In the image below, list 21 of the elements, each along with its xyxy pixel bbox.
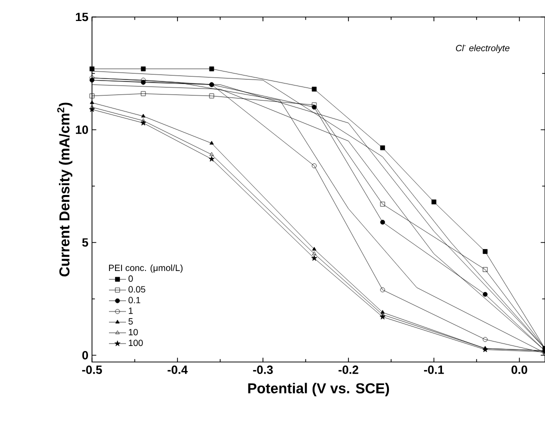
legend-label: 5 bbox=[128, 318, 133, 325]
legend-label: 0.1 bbox=[128, 296, 140, 304]
y-tick-label: 15 bbox=[76, 12, 88, 22]
x-tick-label: -0.1 bbox=[424, 366, 444, 374]
x-tick-label: -0.3 bbox=[253, 366, 273, 374]
x-axis-title: Potential (V vs. SCE) bbox=[248, 382, 389, 396]
x-tick-label: -0.2 bbox=[338, 366, 358, 374]
y-tick-label: 10 bbox=[76, 126, 88, 134]
x-tick-label: -0.5 bbox=[82, 366, 102, 374]
y-axis-title: Current Density (mA/cm$^{2}$) bbox=[57, 102, 72, 276]
x-tick-label: -0.4 bbox=[168, 366, 188, 374]
legend-label: 100 bbox=[128, 340, 143, 346]
y-tick-label: 5 bbox=[82, 238, 88, 247]
legend-title: PEI conc. (μmol/L) bbox=[109, 264, 183, 273]
legend-label: 10 bbox=[128, 328, 138, 336]
annotation: Cl$^{-}$ electrolyte bbox=[456, 44, 510, 54]
legend-label: 0.05 bbox=[128, 286, 146, 293]
legend-label: 1 bbox=[128, 308, 133, 314]
x-tick-label: 0.0 bbox=[512, 366, 528, 374]
legend-label: 0 bbox=[128, 275, 133, 282]
y-tick-label: 0 bbox=[82, 351, 88, 360]
